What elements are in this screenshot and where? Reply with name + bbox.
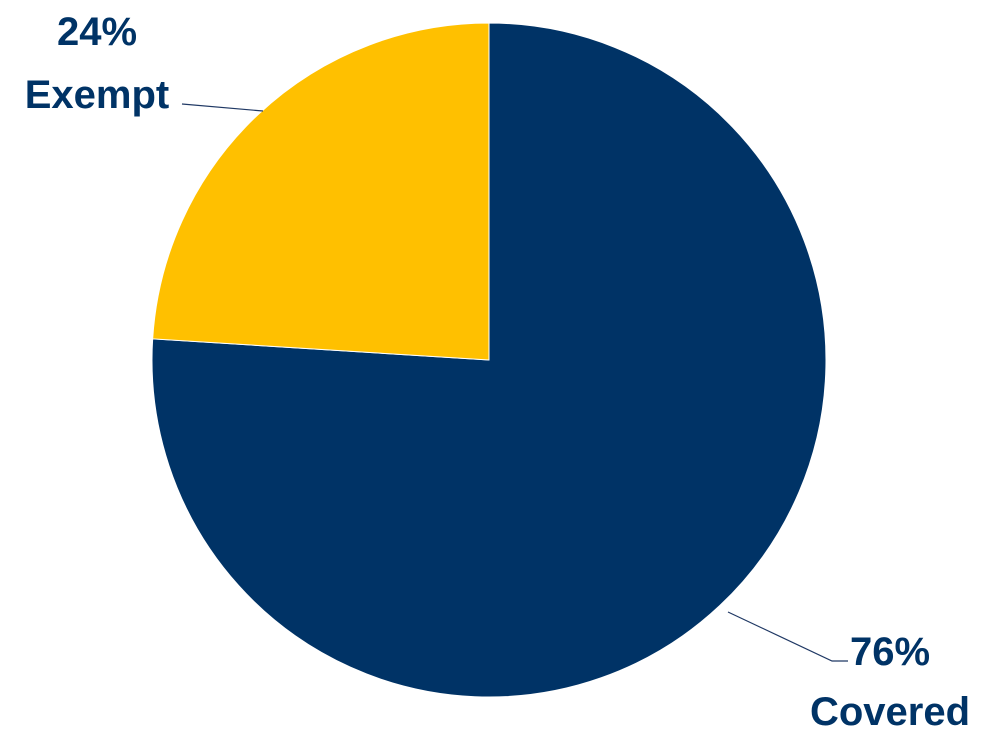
leader-line-covered — [727, 611, 848, 662]
pie-slice-exempt — [152, 22, 490, 361]
slice-exempt-label: Exempt — [25, 73, 170, 117]
pie-slices — [151, 22, 827, 698]
slice-covered-percent: 76% — [850, 630, 930, 674]
slice-covered-label: Covered — [810, 690, 970, 731]
slice-labels: 76% Covered 24% Exempt — [25, 10, 970, 731]
leader-line-exempt — [181, 103, 264, 112]
leader-lines — [181, 103, 848, 662]
slice-exempt-percent: 24% — [57, 10, 137, 54]
